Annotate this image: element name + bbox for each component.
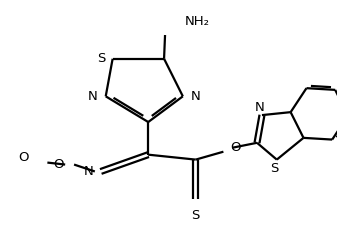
Text: S: S: [192, 209, 200, 222]
Text: NH₂: NH₂: [185, 15, 210, 28]
Text: S: S: [270, 162, 278, 175]
Text: N: N: [84, 165, 94, 178]
Text: O: O: [54, 158, 64, 171]
Text: N: N: [191, 90, 200, 103]
Text: O: O: [18, 151, 28, 164]
Text: N: N: [88, 90, 98, 103]
Text: S: S: [97, 52, 106, 65]
Text: O: O: [230, 141, 241, 154]
Text: N: N: [255, 101, 265, 114]
